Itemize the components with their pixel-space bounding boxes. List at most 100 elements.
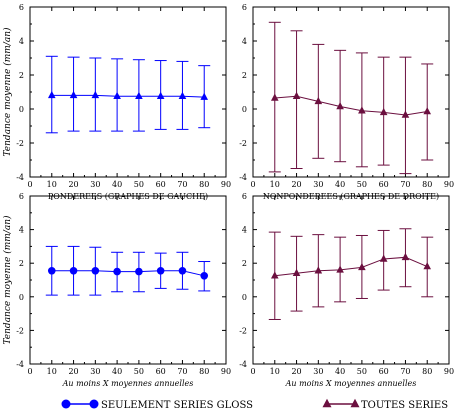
data-point [47,266,56,275]
y-tick-label: -2 [239,326,247,335]
x-tick-label: 0 [27,180,32,189]
data-point [91,90,100,99]
data-point [69,90,78,99]
legend-marker-left [322,398,332,408]
data-point [200,92,209,100]
x-tick-label: 50 [134,367,144,376]
data-point [423,107,432,115]
plot-frame [29,6,227,178]
x-tick-label: 0 [250,180,255,189]
data-point [358,262,366,271]
data-point [270,93,279,101]
x-tick-label: 10 [270,180,280,189]
x-tick-label: 90 [444,367,454,376]
x-tick-label: 90 [221,180,231,189]
y-tick-label: 4 [19,37,24,46]
legend-marker-right [350,398,360,408]
x-tick-label: 10 [270,367,280,376]
data-point [336,101,344,110]
series-line [274,256,428,277]
x-tick-label: 40 [335,180,345,189]
x-tick-label: 40 [112,180,122,189]
y-tick-label: 6 [19,3,24,12]
y-tick-label: 6 [242,3,247,12]
x-tick-label: 0 [27,367,32,376]
data-point [200,272,209,280]
y-tick-label: 6 [242,192,247,201]
data-point [401,110,410,118]
x-tick-label: 20 [68,367,78,376]
x-tick-label: 50 [134,180,144,189]
plot-frame [252,6,450,178]
data-point [113,91,121,99]
y-axis-label: Tendance moyenne (mm/an) [2,215,13,344]
y-tick-label: 0 [19,293,24,302]
x-tick-label: 40 [335,367,345,376]
x-tick-label: 20 [291,367,301,376]
x-tick-label: 30 [90,367,100,376]
x-tick-label: 70 [177,180,187,189]
data-point [292,91,301,99]
y-tick-label: 4 [242,226,247,235]
legend: SEULEMENT SERIES GLOSS TOUTES SERIES [61,398,448,410]
y-tick-label: 2 [19,259,24,268]
y-tick-label: 4 [242,37,247,46]
data-point [314,96,323,105]
legend-item: SEULEMENT SERIES GLOSS [61,399,253,410]
data-point [69,266,78,275]
data-point [135,91,143,99]
y-tick-label: -4 [239,173,247,182]
x-tick-label: 30 [313,367,323,376]
y-tick-label: 0 [19,105,24,114]
x-tick-label: 50 [357,180,367,189]
chart-panel-bottom-left: 0 10 20 30 40 50 60 70 80 90 -4 -2 0 2 4 6 Au moins X mo… [2,192,231,388]
chart-panel-bottom-right: 0 10 20 30 40 50 60 70 80 90 -4 -2 0 2 4 6 Au moins X mo… [239,192,454,388]
y-tick-label: 0 [242,105,247,114]
x-tick-label: 80 [199,367,209,376]
data-point [135,267,143,276]
data-point [314,266,323,274]
legend-label: SEULEMENT SERIES GLOSS [101,400,253,410]
data-point [91,266,100,275]
data-point [47,90,56,99]
x-tick-label: 80 [199,180,209,189]
x-tick-label: 10 [47,367,57,376]
data-point [113,267,121,276]
legend-marker-right [89,399,99,409]
data-point [178,91,187,99]
x-axis-label: Au moins X moyennes annuelles [62,379,194,388]
y-tick-label: 0 [242,293,247,302]
x-tick-label: 60 [379,367,389,376]
x-tick-label: 70 [177,367,187,376]
legend-marker-left [61,399,71,409]
x-tick-label: 90 [444,180,454,189]
y-tick-label: 6 [19,192,24,201]
x-tick-label: 20 [68,180,78,189]
data-point [270,271,279,279]
data-point [156,266,165,275]
x-tick-label: 80 [422,180,432,189]
x-tick-label: 70 [400,367,410,376]
data-point [336,265,344,273]
chart-panel-top-right: 0 10 20 30 40 50 60 70 80 90-4-20246NONPONDEREES … [239,3,454,201]
plot-frame [29,195,227,365]
x-tick-label: 60 [156,367,166,376]
x-tick-label: 70 [400,180,410,189]
y-tick-label: -2 [16,139,24,148]
x-tick-label: 40 [112,367,122,376]
legend-item: TOUTES SERIES [322,398,448,410]
y-tick-label: -2 [16,326,24,335]
data-point [156,91,165,99]
x-tick-label: 30 [90,180,100,189]
x-tick-label: 0 [250,367,255,376]
data-point [401,252,410,261]
y-tick-label: 2 [242,259,247,268]
x-tick-label: 80 [422,367,432,376]
series-line [51,94,205,98]
x-tick-label: 30 [313,180,323,189]
data-point [358,106,366,114]
y-axis-label: Tendance moyenne (mm/an) [2,27,13,156]
data-point [423,262,432,270]
x-tick-label: 60 [379,180,389,189]
